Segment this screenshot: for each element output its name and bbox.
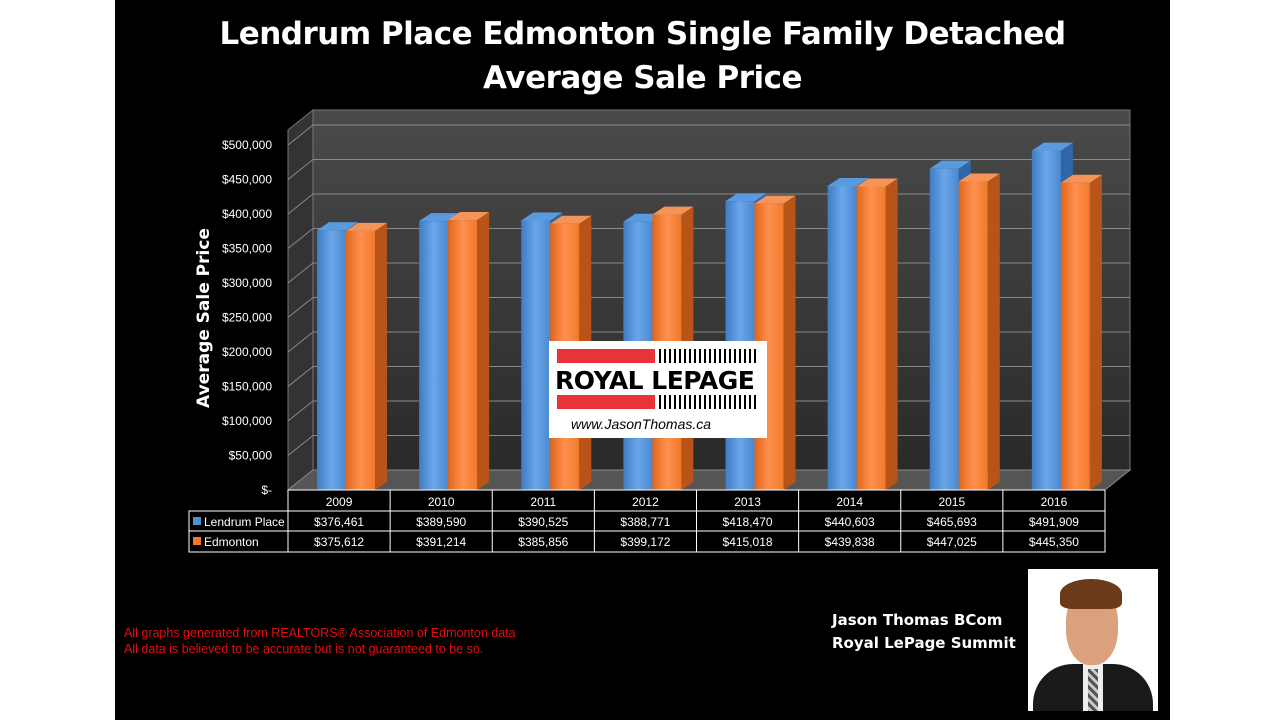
y-tick-label: $250,000 [222, 311, 272, 325]
bar-top [856, 178, 898, 187]
y-tick-label: $300,000 [222, 276, 272, 290]
legend-swatch [193, 537, 201, 545]
x-tick-label: 2010 [428, 495, 455, 509]
bar-lendrum-place-2015 [929, 168, 959, 491]
table-cell-value: $415,018 [723, 535, 773, 549]
bar-top [1031, 142, 1073, 151]
x-tick-label: 2012 [632, 495, 659, 509]
x-tick-label: 2016 [1041, 495, 1068, 509]
bar-top [550, 215, 592, 224]
x-tick-label: 2009 [326, 495, 353, 509]
y-tick-label: $200,000 [222, 345, 272, 359]
bar-top [827, 177, 869, 186]
table-cell-value: $399,172 [620, 535, 670, 549]
table-cell-value: $388,771 [620, 515, 670, 529]
y-tick-label: $150,000 [222, 380, 272, 394]
table-cell-value: $439,838 [825, 535, 875, 549]
table-cell-value: $385,856 [518, 535, 568, 549]
royal-lepage-logo: ROYAL LEPAGE www.JasonThomas.ca [549, 341, 767, 438]
bar-edmonton-2009 [346, 230, 375, 491]
legend-entry: Lendrum Place [204, 515, 285, 529]
bar-top [1060, 174, 1102, 183]
table-cell-value: $390,525 [518, 515, 568, 529]
y-axis-label: Average Sale Price [194, 228, 214, 408]
table-cell-value: $465,693 [927, 515, 977, 529]
logo-brand-text: ROYAL LEPAGE [555, 366, 755, 395]
bar-edmonton-2010 [448, 220, 478, 490]
table-cell-value: $389,590 [416, 515, 466, 529]
logo-url: www.JasonThomas.ca [571, 416, 712, 432]
floor [286, 469, 1132, 491]
footnote-source: All graphs generated from REALTORS® Asso… [124, 626, 516, 640]
bar-top [958, 173, 1000, 182]
table-cell-value: $375,612 [314, 535, 364, 549]
bar-top [448, 212, 490, 221]
bar-top [346, 222, 387, 231]
y-tick-label: $50,000 [229, 449, 273, 463]
table-cell-value: $376,461 [314, 515, 364, 529]
bar-edmonton-2016 [1060, 182, 1090, 490]
bar-side [1089, 174, 1102, 490]
bar-top [754, 195, 796, 204]
gridline [287, 124, 1130, 146]
bar-edmonton-2014 [856, 186, 886, 490]
bar-side [885, 178, 898, 490]
signature-name: Jason Thomas BCom [832, 611, 1003, 629]
y-tick-label: $- [261, 483, 272, 497]
bar-side [987, 173, 1000, 491]
table-cell-value: $418,470 [723, 515, 773, 529]
bar-top [521, 212, 563, 221]
x-tick-label: 2011 [530, 495, 556, 509]
gridline [287, 159, 1130, 180]
x-tick-label: 2014 [836, 495, 863, 509]
chart-title-line2: Average Sale Price [482, 60, 803, 96]
bar-top [725, 193, 767, 202]
bar-lendrum-place-2009 [317, 230, 346, 490]
table-cell-value: $445,350 [1029, 535, 1079, 549]
footnote-disclaimer: All data is believed to be accurate but … [124, 642, 484, 656]
bar-side [783, 195, 796, 490]
legend-entry: Edmonton [204, 535, 259, 549]
y-tick-label: $450,000 [222, 173, 272, 187]
bar-top [652, 206, 694, 215]
bar-lendrum-place-2010 [419, 221, 449, 490]
bar-lendrum-place-2014 [827, 185, 857, 490]
chart-title-line1: Lendrum Place Edmonton Single Family Det… [219, 16, 1066, 52]
x-tick-label: 2013 [734, 495, 761, 509]
table-cell-value: $491,909 [1029, 515, 1079, 529]
bar-edmonton-2015 [958, 181, 988, 491]
x-tick-label: 2015 [938, 495, 965, 509]
bar-top [929, 160, 971, 169]
table-cell-value: $440,603 [825, 515, 875, 529]
y-tick-label: $350,000 [222, 242, 272, 256]
agent-photo [1028, 569, 1158, 711]
table-cell-value: $391,214 [416, 535, 466, 549]
bar-top [317, 222, 358, 231]
bar-lendrum-place-2011 [521, 220, 551, 490]
bar-lendrum-place-2016 [1031, 150, 1061, 490]
y-tick-label: $100,000 [222, 414, 272, 428]
y-tick-label: $400,000 [222, 207, 272, 221]
legend-swatch [193, 517, 201, 525]
bar-side [477, 212, 490, 490]
table-cell-value: $447,025 [927, 535, 977, 549]
bar-side [375, 222, 387, 491]
y-tick-label: $500,000 [222, 138, 272, 152]
signature-company: Royal LePage Summit [832, 634, 1016, 652]
